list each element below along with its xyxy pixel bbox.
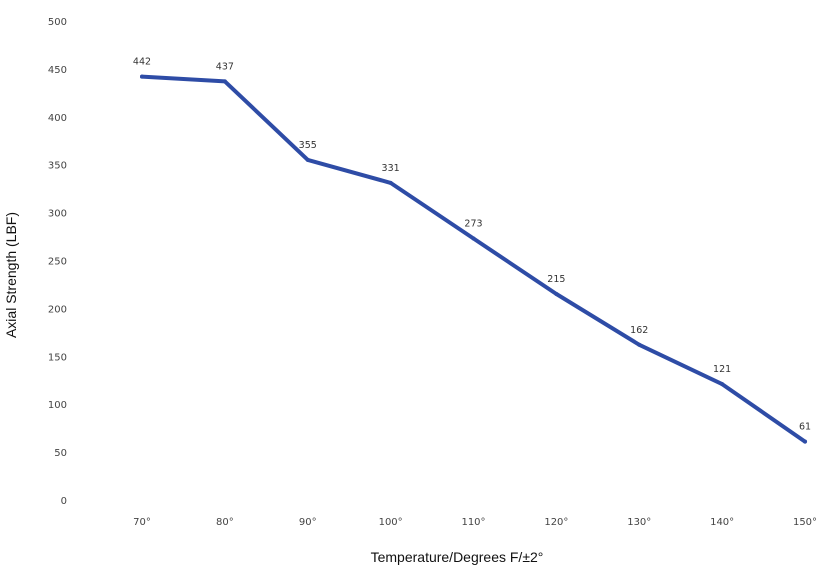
data-point	[306, 158, 310, 162]
x-tick-label: 110°	[461, 517, 485, 528]
x-tick-label: 100°	[379, 517, 403, 528]
y-tick-label: 0	[61, 496, 67, 507]
data-label: 437	[216, 61, 234, 72]
data-point	[554, 292, 558, 296]
x-tick-label: 140°	[710, 517, 734, 528]
data-label: 121	[713, 364, 731, 375]
x-axis-title: Temperature/Degrees F/±2°	[371, 549, 544, 565]
y-tick-label: 300	[48, 209, 67, 220]
y-tick-label: 450	[48, 65, 67, 76]
y-tick-label: 400	[48, 113, 67, 124]
data-point	[140, 75, 144, 79]
series-layer	[140, 75, 807, 444]
y-tick-label: 350	[48, 161, 67, 172]
data-label: 355	[299, 140, 317, 151]
series-line	[142, 77, 805, 442]
data-point	[472, 236, 476, 240]
x-tick-label: 120°	[544, 517, 568, 528]
y-tick-label: 100	[48, 400, 67, 411]
x-tick-label: 90°	[299, 517, 317, 528]
x-tick-label: 80°	[216, 517, 234, 528]
data-label: 215	[547, 274, 565, 285]
y-tick-label: 150	[48, 352, 67, 363]
data-label: 442	[133, 57, 151, 68]
data-label: 273	[464, 218, 482, 229]
y-tick-label: 250	[48, 257, 67, 268]
y-tick-label: 50	[54, 448, 67, 459]
data-point	[803, 440, 807, 444]
y-tick-label: 500	[48, 17, 67, 28]
data-label: 331	[382, 163, 400, 174]
data-point	[223, 79, 227, 83]
y-axis-ticks: 0 50 100 150 200 250 300 350 400 450 500	[48, 17, 67, 507]
x-tick-label: 130°	[627, 517, 651, 528]
data-point	[720, 382, 724, 386]
data-label: 162	[630, 325, 648, 336]
y-axis-title: Axial Strength (LBF)	[3, 212, 19, 338]
x-axis-ticks: 70° 80° 90° 100° 110° 120° 130° 140° 150°	[133, 517, 817, 528]
x-tick-label: 150°	[793, 517, 817, 528]
y-tick-label: 200	[48, 304, 67, 315]
x-tick-label: 70°	[133, 517, 151, 528]
data-point	[637, 343, 641, 347]
data-point	[389, 181, 393, 185]
data-label: 61	[799, 422, 811, 433]
